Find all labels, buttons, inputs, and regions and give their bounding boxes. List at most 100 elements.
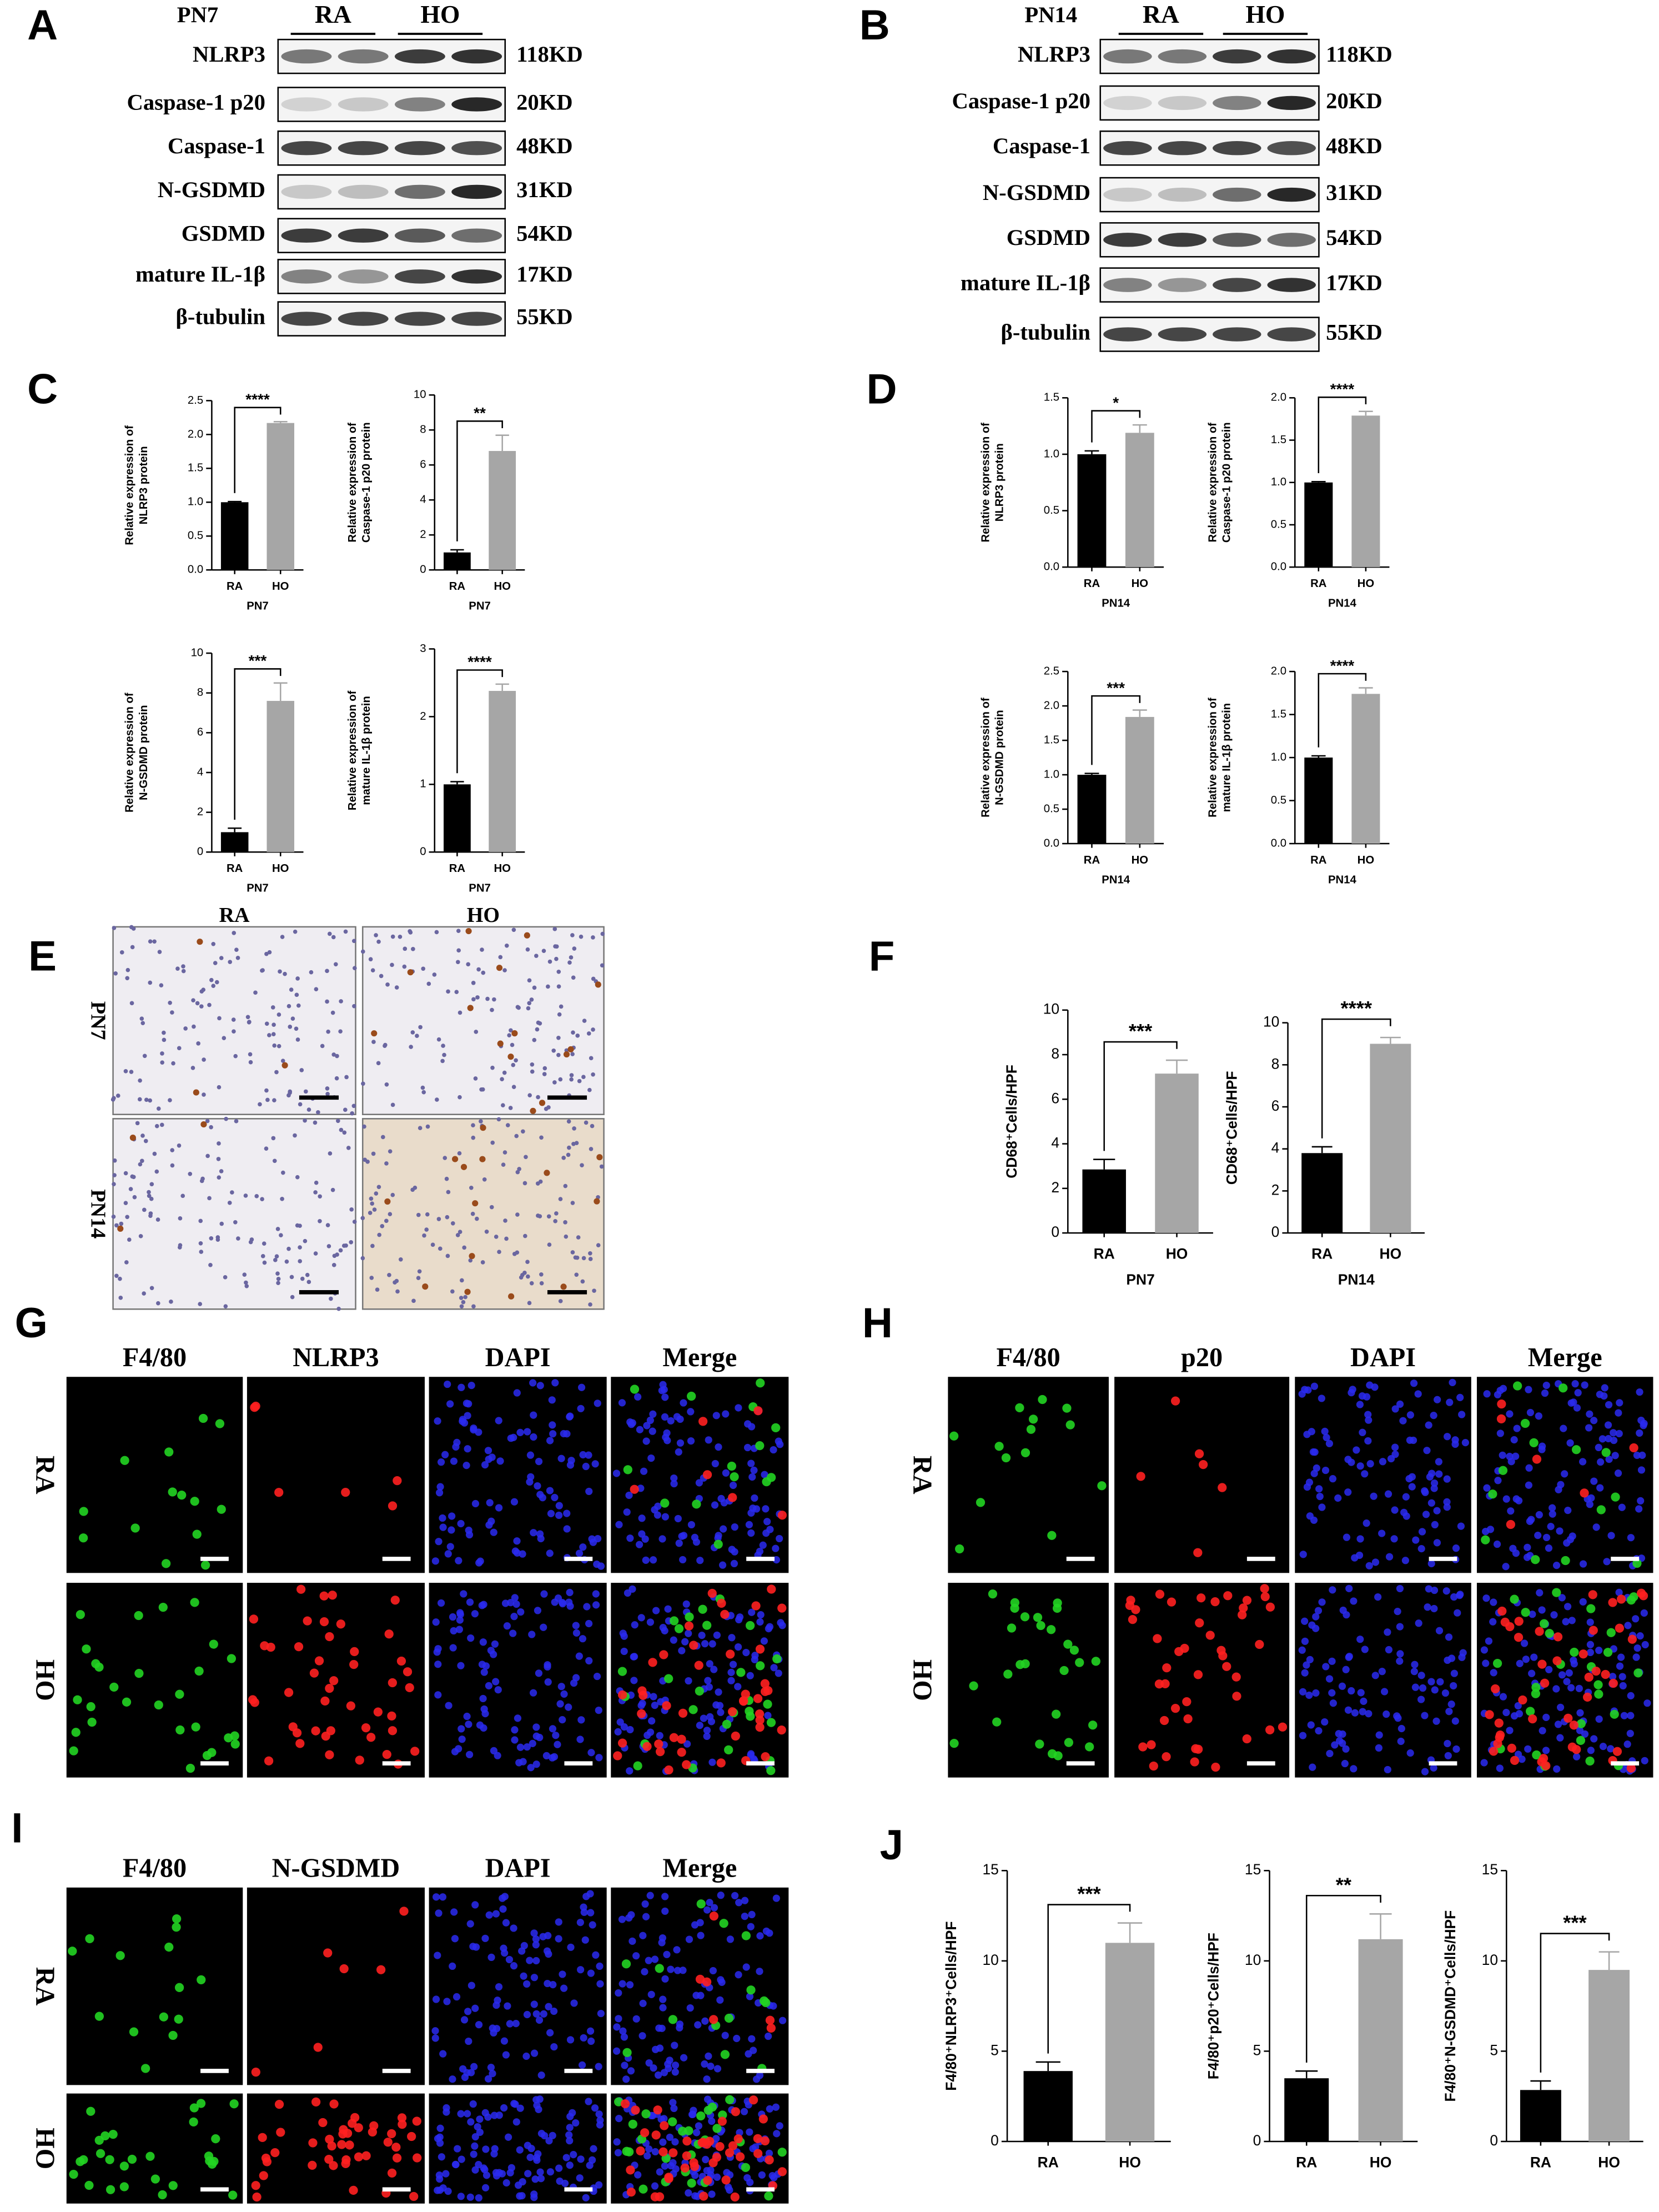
nucleus (469, 1185, 474, 1190)
cell (1334, 1494, 1342, 1502)
cell (536, 1382, 544, 1390)
cell (659, 1995, 667, 2003)
x-tick-label: RA (1311, 1246, 1333, 1262)
cell (772, 1894, 780, 1902)
cell (434, 1691, 442, 1699)
nucleus (421, 966, 426, 971)
y-axis-label: F4/80⁺NLRP3⁺Cells/HPF (943, 1922, 959, 2091)
cell (1394, 1714, 1402, 1722)
cell (1620, 1712, 1628, 1719)
cell (1532, 1454, 1542, 1464)
cd68-cell (511, 1030, 518, 1037)
y-tick-label: 4 (197, 766, 203, 778)
cell (1322, 1663, 1330, 1671)
cell (728, 1493, 737, 1502)
cell (765, 2149, 773, 2157)
cell (731, 1731, 740, 1741)
cell (1521, 1608, 1530, 1617)
cell (709, 1911, 718, 1921)
nucleus (170, 1163, 175, 1168)
cell (1365, 1416, 1373, 1424)
cell (159, 2012, 168, 2022)
nucleus (313, 1251, 318, 1256)
cell (624, 1589, 632, 1597)
cell (696, 2111, 706, 2121)
cell (692, 1992, 700, 1999)
cell (1303, 1661, 1310, 1669)
cell (95, 2149, 105, 2158)
protein-label: mature IL-1β (961, 270, 1090, 295)
cell (1581, 1381, 1588, 1389)
cell (292, 1728, 302, 1738)
cell (765, 2015, 775, 2025)
cell (595, 1706, 602, 1714)
cell (1483, 1390, 1491, 1398)
nucleus (219, 1169, 224, 1173)
cell (1205, 1631, 1215, 1640)
nucleus (162, 1030, 166, 1035)
cell (1531, 1683, 1541, 1692)
panel-label: D (866, 365, 897, 413)
cell (168, 2181, 178, 2190)
sig-label: *** (1107, 679, 1125, 696)
cell (1348, 1687, 1355, 1695)
cell (643, 1422, 651, 1429)
cell (1579, 1560, 1587, 1568)
blot-band (281, 312, 332, 326)
cell (511, 1594, 519, 1602)
bar (1304, 758, 1333, 844)
cell (724, 1745, 733, 1755)
cell (458, 2155, 465, 2163)
x-tick-label: HO (272, 580, 289, 593)
cell (976, 1498, 986, 1507)
cell (694, 1661, 703, 1670)
cell (587, 2037, 595, 2045)
nucleus (485, 996, 490, 1001)
cell (555, 1511, 563, 1519)
bar (1520, 2090, 1561, 2141)
cell (735, 2152, 745, 2161)
cell (1380, 1688, 1389, 1696)
cell (1489, 1618, 1497, 1626)
cell (296, 1584, 306, 1594)
cell (632, 1952, 640, 1960)
cell (532, 2010, 540, 2018)
cell (747, 1529, 755, 1537)
cell (775, 1669, 782, 1677)
nucleus (325, 1091, 330, 1096)
y-tick-label: 1.0 (188, 496, 203, 508)
nucleus (267, 1033, 272, 1037)
nucleus (566, 1152, 571, 1157)
cell (666, 2133, 674, 2141)
if-image (66, 2093, 243, 2204)
nucleus (509, 1028, 513, 1033)
cell (777, 1726, 786, 1735)
cell (613, 2023, 621, 2031)
cell (566, 2124, 574, 2131)
bar (267, 701, 295, 852)
cell (435, 1538, 443, 1546)
cell (458, 1383, 465, 1391)
cell (1402, 1493, 1410, 1501)
cell (590, 2145, 597, 2153)
cell (1193, 1670, 1203, 1679)
nucleus (376, 939, 381, 944)
cell (189, 2103, 199, 2113)
cell (449, 1613, 457, 1621)
nucleus (556, 1035, 561, 1040)
cell (562, 2154, 570, 2161)
cell (1496, 1764, 1504, 1772)
sig-label: **** (1330, 657, 1355, 674)
sig-bracket (1318, 673, 1367, 748)
cell (1538, 1446, 1546, 1453)
cell (1549, 1504, 1556, 1512)
cell (1299, 1732, 1307, 1739)
nucleus (114, 1273, 119, 1278)
nucleus (576, 1235, 581, 1240)
cell (716, 1758, 726, 1768)
cell (1490, 1669, 1497, 1677)
nucleus (553, 1219, 557, 1223)
cell (579, 1451, 587, 1459)
nucleus (436, 1217, 441, 1221)
cell (127, 2154, 137, 2164)
